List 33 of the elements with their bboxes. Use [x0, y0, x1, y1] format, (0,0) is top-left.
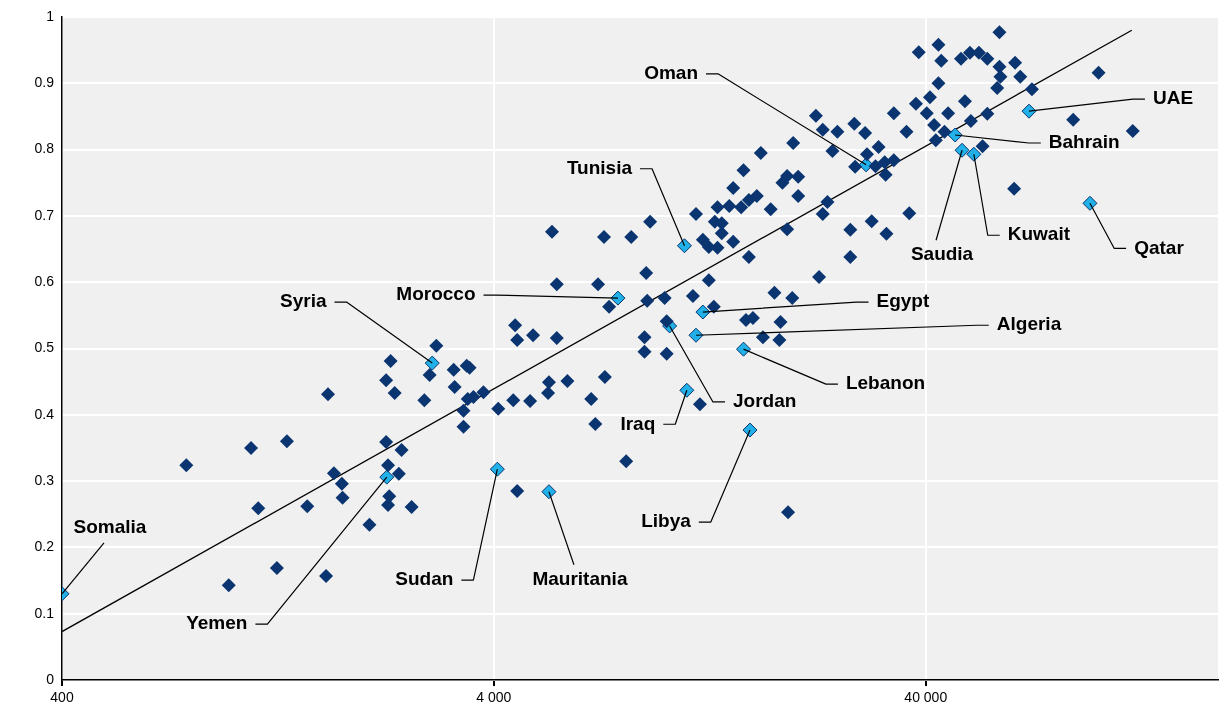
y-tick-label: 0	[46, 670, 55, 687]
y-tick-label: 0.6	[34, 273, 55, 290]
annotation: UAE	[1152, 87, 1194, 109]
annotation: Bahrain	[1048, 131, 1120, 153]
annotation: Qatar	[1134, 236, 1185, 258]
annotation: Yemen	[186, 612, 248, 634]
annotation: Jordan	[732, 390, 797, 412]
annotation: Oman	[644, 62, 699, 84]
y-tick-label: 0.3	[34, 471, 55, 488]
y-tick-label: 0.9	[34, 74, 55, 91]
y-tick-label: 0.2	[34, 538, 55, 555]
annotation: Mauritania	[532, 567, 628, 589]
x-tick-label: 4 000	[476, 689, 512, 706]
annotation: Sudan	[395, 568, 454, 590]
x-tick-label: 400	[50, 689, 74, 706]
annotation: Lebanon	[845, 372, 926, 394]
y-tick-label: 0.8	[34, 140, 55, 157]
annotation: Egypt	[876, 290, 930, 312]
annotation: Kuwait	[1007, 223, 1071, 245]
annotation: Somalia	[73, 516, 147, 538]
annotation: Tunisia	[566, 156, 633, 178]
annotation: Morocco	[396, 283, 476, 305]
annotation: Syria	[280, 290, 327, 312]
annotation: Algeria	[996, 313, 1062, 335]
y-tick-label: 0.1	[34, 604, 55, 621]
y-tick-label: 1	[46, 7, 55, 24]
annotation: Iraq	[620, 412, 656, 434]
y-tick-label: 0.5	[34, 339, 55, 356]
annotation: Saudia	[910, 243, 974, 265]
y-tick-label: 0.7	[34, 206, 55, 223]
x-tick-label: 40 000	[904, 689, 948, 706]
y-tick-label: 0.4	[34, 405, 55, 422]
annotation: Libya	[641, 510, 692, 532]
